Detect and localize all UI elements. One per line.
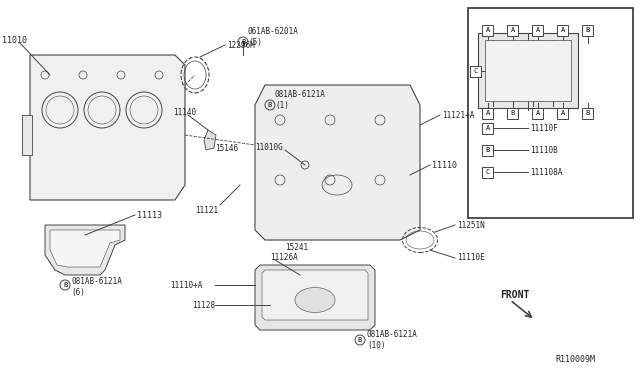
Text: A: A	[561, 110, 565, 116]
Text: A: A	[486, 110, 490, 116]
FancyBboxPatch shape	[508, 108, 518, 119]
FancyBboxPatch shape	[483, 144, 493, 155]
Text: 11010G: 11010G	[255, 142, 283, 151]
FancyBboxPatch shape	[532, 25, 543, 35]
Ellipse shape	[295, 288, 335, 312]
Polygon shape	[204, 130, 216, 150]
Polygon shape	[45, 225, 125, 275]
Text: 11126A: 11126A	[270, 253, 298, 262]
Text: 11110: 11110	[432, 160, 457, 170]
Text: R110009M: R110009M	[555, 356, 595, 365]
Text: B: B	[241, 39, 245, 45]
FancyBboxPatch shape	[582, 25, 593, 35]
Text: A: A	[486, 125, 490, 131]
Text: 11121+A: 11121+A	[442, 110, 474, 119]
Text: A: A	[536, 27, 540, 33]
Text: B: B	[63, 282, 67, 288]
Text: 11110E: 11110E	[457, 253, 484, 263]
Text: 11140: 11140	[173, 108, 196, 116]
Polygon shape	[255, 85, 420, 240]
Text: A: A	[511, 27, 515, 33]
FancyBboxPatch shape	[485, 40, 571, 101]
Text: 081AB-6121A
(10): 081AB-6121A (10)	[367, 330, 418, 350]
FancyBboxPatch shape	[470, 65, 481, 77]
Text: 061AB-6201A
(5): 061AB-6201A (5)	[248, 27, 299, 47]
FancyBboxPatch shape	[532, 108, 543, 119]
Polygon shape	[262, 270, 368, 320]
FancyBboxPatch shape	[557, 25, 568, 35]
Text: 111108A: 111108A	[530, 167, 563, 176]
Text: C: C	[486, 169, 490, 175]
Text: B: B	[586, 110, 590, 116]
FancyBboxPatch shape	[557, 108, 568, 119]
Text: 15241: 15241	[285, 243, 308, 251]
Text: A: A	[561, 27, 565, 33]
Text: 11121: 11121	[195, 205, 218, 215]
Polygon shape	[255, 265, 375, 330]
Text: 12296M: 12296M	[227, 41, 255, 49]
FancyBboxPatch shape	[508, 25, 518, 35]
Text: C: C	[474, 68, 478, 74]
Text: B: B	[486, 147, 490, 153]
Text: 11113: 11113	[137, 211, 162, 219]
Text: 15146: 15146	[215, 144, 238, 153]
Text: 11251N: 11251N	[457, 221, 484, 230]
Text: B: B	[268, 102, 272, 108]
Polygon shape	[30, 55, 185, 200]
Text: FRONT: FRONT	[500, 290, 529, 300]
FancyBboxPatch shape	[478, 33, 578, 108]
Text: 11110F: 11110F	[530, 124, 557, 132]
Text: 11128: 11128	[192, 301, 215, 310]
Text: 11110+A: 11110+A	[170, 280, 202, 289]
FancyBboxPatch shape	[22, 115, 32, 155]
FancyBboxPatch shape	[483, 25, 493, 35]
Polygon shape	[50, 230, 120, 267]
Text: B: B	[358, 337, 362, 343]
FancyBboxPatch shape	[483, 108, 493, 119]
FancyBboxPatch shape	[582, 108, 593, 119]
Text: 11010: 11010	[2, 35, 27, 45]
Text: B: B	[511, 110, 515, 116]
Text: B: B	[586, 27, 590, 33]
Text: A: A	[486, 27, 490, 33]
Text: 081AB-6121A
(1): 081AB-6121A (1)	[275, 90, 326, 110]
FancyBboxPatch shape	[483, 122, 493, 134]
Text: 11110B: 11110B	[530, 145, 557, 154]
FancyBboxPatch shape	[483, 167, 493, 177]
Text: A: A	[536, 110, 540, 116]
Text: 081AB-6121A
(6): 081AB-6121A (6)	[71, 277, 122, 297]
